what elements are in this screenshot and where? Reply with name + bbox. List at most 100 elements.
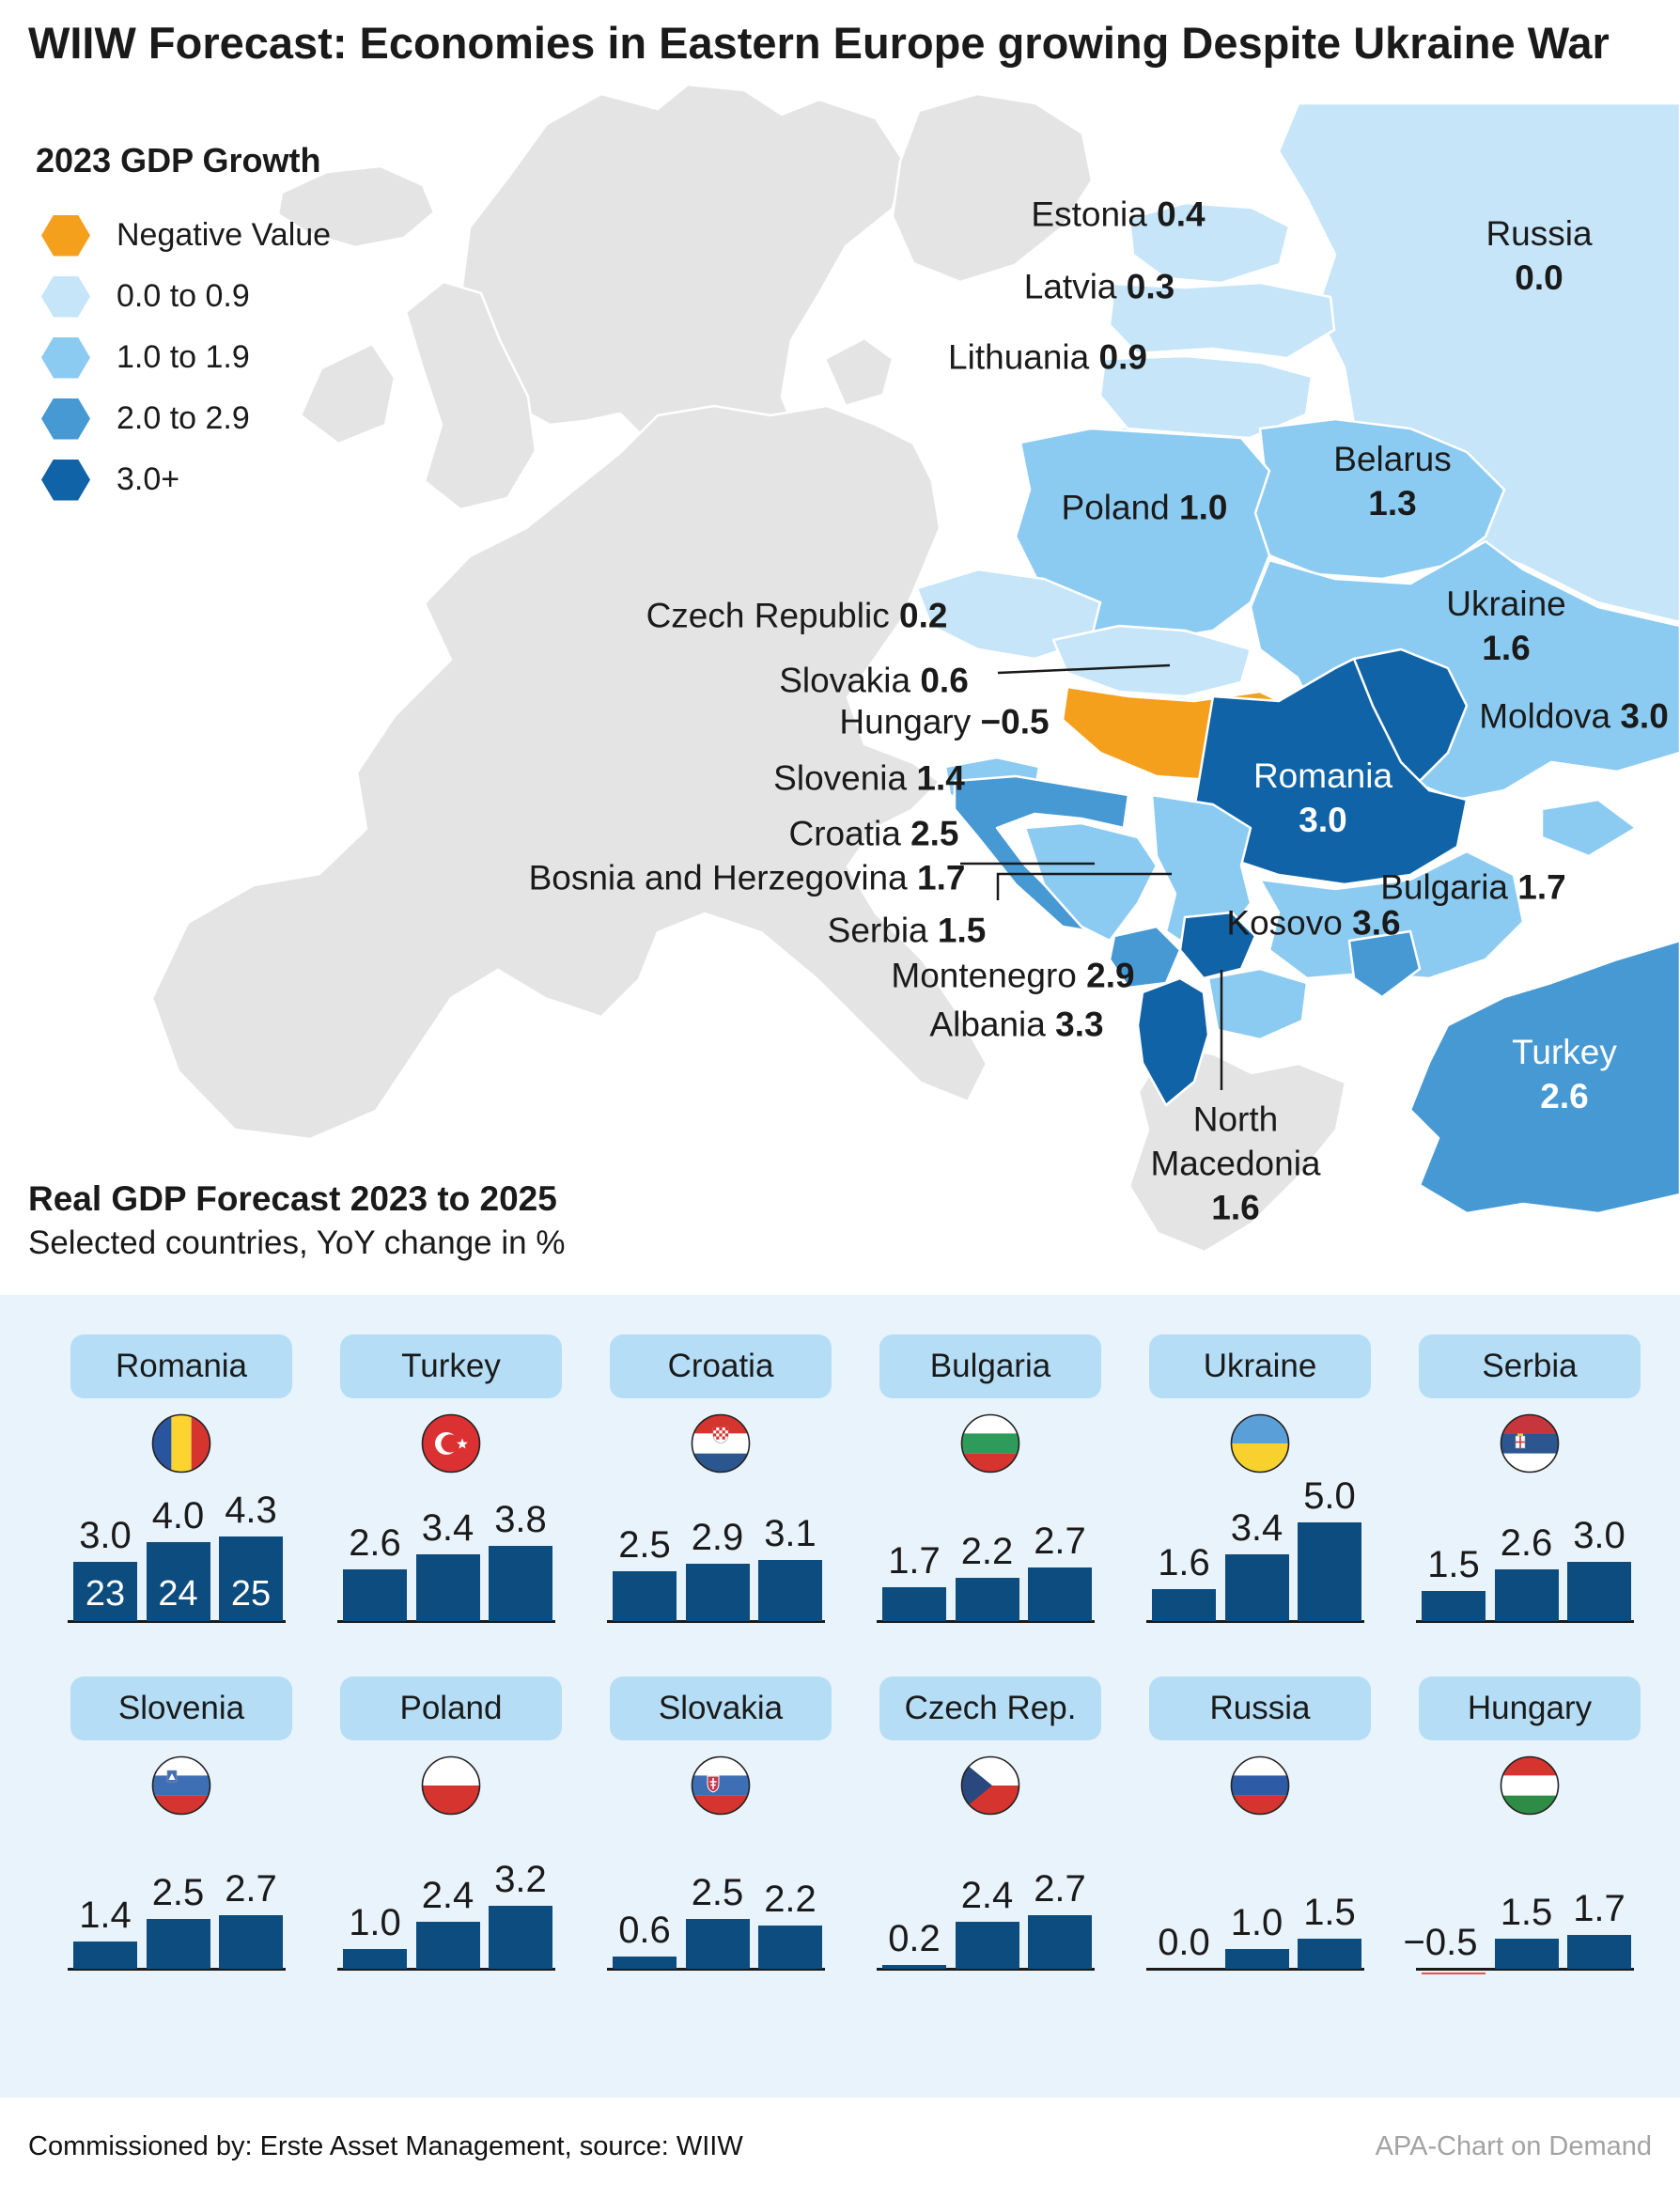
- gdp-value-label: 2.9: [691, 1517, 744, 1558]
- country-value: 1.7: [917, 858, 966, 897]
- slovakia-pointer-line: [997, 663, 1171, 675]
- gdp-bar: [1422, 1591, 1486, 1621]
- chart-country-pill: Russia: [1149, 1677, 1371, 1740]
- map-label-turkey: Turkey 2.6: [1512, 1030, 1617, 1118]
- country-name: Hungary: [839, 702, 972, 741]
- country-value: 1.3: [1368, 484, 1417, 522]
- country-name: Lithuania: [948, 337, 1090, 377]
- chart-country-name: Slovakia: [658, 1690, 784, 1726]
- gdp-bar: [415, 1922, 480, 1969]
- forecast-title: Real GDP Forecast 2023 to 2025: [28, 1179, 557, 1218]
- country-value: 3.3: [1055, 1005, 1104, 1044]
- gdp-value-label: 4.0: [151, 1495, 205, 1536]
- map-label-belarus: Belarus 1.3: [1333, 437, 1451, 525]
- country-name: Russia: [1486, 214, 1593, 253]
- country-name: Montenegro: [891, 956, 1077, 995]
- gdp-bar: [613, 1571, 677, 1621]
- gdp-bar: [758, 1926, 822, 1969]
- gdp-bar: [73, 1562, 137, 1621]
- country-name: Moldova: [1479, 696, 1611, 736]
- zero-baseline: [68, 1968, 286, 1971]
- country-value: 1.0: [1179, 488, 1228, 527]
- map-focus-countries: [915, 101, 1680, 1215]
- map-pointer-lines: [960, 663, 1223, 1090]
- country-name: Bosnia and Herzegovina: [528, 858, 908, 897]
- map-label-bulgaria: Bulgaria 1.7: [1380, 866, 1565, 910]
- forecast-chart-russia: Russia 0.0 1.0 1.5: [1146, 1677, 1371, 1996]
- map-label-czech: Czech Republic 0.2: [646, 594, 948, 638]
- map-label-romania: Romania 3.0: [1253, 754, 1392, 842]
- country-name: Kosovo: [1226, 903, 1343, 943]
- forecast-chart-croatia: Croatia 2.5 2.9 3.1: [607, 1334, 832, 1654]
- map-label-poland: Poland 1.0: [1062, 486, 1228, 530]
- forecast-chart-slovenia: Slovenia 1.4 2.5 2.7: [68, 1677, 292, 1996]
- gdp-bar: [489, 1906, 552, 1969]
- forecast-chart-ukraine: Ukraine 1.6 3.4 5.0: [1146, 1334, 1371, 1654]
- gdp-value-label: 2.2: [764, 1879, 817, 1920]
- legend-hexagon-icon: [41, 336, 90, 379]
- gdp-bar: [415, 1554, 480, 1621]
- gdp-bar: [1298, 1939, 1361, 1969]
- country-name: Turkey: [1512, 1033, 1617, 1071]
- chart-country-name: Romania: [115, 1348, 248, 1384]
- gdp-value-label: 1.5: [1303, 1892, 1356, 1933]
- footer-source: Commissioned by: Erste Asset Management,…: [28, 2131, 743, 2161]
- gdp-bar: [613, 1957, 677, 1969]
- map-label-albania: Albania 3.3: [929, 1003, 1103, 1047]
- gdp-bar: [758, 1560, 822, 1621]
- map-greece: [1128, 1043, 1347, 1254]
- legend-item-label: 2.0 to 2.9: [117, 400, 250, 436]
- chart-country-name: Bulgaria: [929, 1348, 1051, 1384]
- year-label: 25: [230, 1574, 272, 1614]
- gdp-value-label: 2.4: [421, 1875, 474, 1916]
- gdp-bar: [1494, 1939, 1559, 1969]
- map-country-bulgaria: [1258, 850, 1525, 980]
- gdp-bar: [685, 1564, 750, 1621]
- map-label-lithuania: Lithuania 0.9: [948, 335, 1147, 380]
- gdp-value-label: −0.5: [1403, 1922, 1478, 1963]
- chart-country-name: Serbia: [1482, 1348, 1578, 1384]
- country-name: Albania: [929, 1005, 1046, 1044]
- country-value: 2.5: [910, 814, 959, 853]
- gdp-bar: [1224, 1949, 1289, 1969]
- legend-hexagon-icon: [41, 459, 90, 501]
- gdp-value-label: 1.5: [1427, 1544, 1480, 1585]
- flag-romania-icon: [151, 1413, 211, 1474]
- gdp-bar: [882, 1965, 946, 1969]
- map-country-turkey: [1408, 939, 1680, 1215]
- map-country-turkey-european: [1347, 929, 1422, 999]
- gdp-value-label: 1.6: [1158, 1542, 1210, 1583]
- flag-poland-icon: [421, 1755, 481, 1816]
- gdp-value-label: 1.7: [888, 1540, 941, 1582]
- gdp-value-label: 2.2: [960, 1531, 1014, 1572]
- chart-country-pill: Poland: [340, 1677, 562, 1740]
- gdp-bar: [955, 1922, 1019, 1969]
- map-country-poland: [1014, 427, 1271, 642]
- legend-item-label: Negative Value: [117, 217, 332, 253]
- flag-croatia-icon: [691, 1413, 751, 1474]
- forecast-chart-romania: Romania 3.0 23 4.0 24 4.3 25: [68, 1334, 292, 1654]
- country-value: 0.9: [1098, 337, 1147, 377]
- country-name: Croatia: [788, 814, 901, 853]
- map-other-countries: [150, 83, 1347, 1254]
- gdp-value-label: 3.8: [494, 1499, 547, 1540]
- legend-item-label: 3.0+: [117, 461, 180, 497]
- gdp-bar: [1567, 1562, 1631, 1621]
- map-label-latvia: Latvia 0.3: [1024, 265, 1174, 309]
- country-name: Bulgaria: [1380, 867, 1509, 907]
- forecast-subtitle: Selected countries, YoY change in %: [28, 1224, 566, 1261]
- flag-russia-icon: [1230, 1755, 1290, 1816]
- legend-hexagon-icon: [41, 275, 90, 318]
- chart-country-pill: Hungary: [1419, 1677, 1641, 1740]
- country-name: Estonia: [1031, 195, 1147, 234]
- gdp-value-label: 2.4: [960, 1875, 1014, 1916]
- chart-country-name: Croatia: [667, 1348, 774, 1384]
- legend-item-label: 0.0 to 0.9: [117, 278, 250, 314]
- europe-map: [150, 83, 1680, 1254]
- chart-country-name: Czech Rep.: [904, 1690, 1077, 1726]
- country-name: Poland: [1061, 488, 1170, 527]
- gdp-value-label: 3.2: [494, 1859, 547, 1900]
- gdp-bar: [343, 1949, 407, 1969]
- gdp-value-label: 2.6: [349, 1522, 401, 1564]
